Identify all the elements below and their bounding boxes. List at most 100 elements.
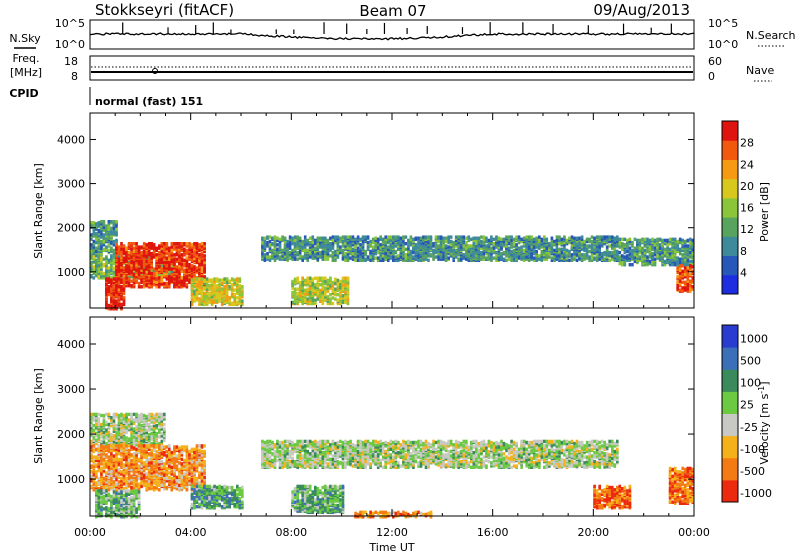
data-cell xyxy=(92,269,96,273)
data-cell xyxy=(631,244,634,248)
data-cell xyxy=(515,235,518,239)
data-cell xyxy=(520,237,523,241)
data-cell xyxy=(142,258,146,262)
data-cell xyxy=(168,277,171,281)
data-cell xyxy=(676,249,679,254)
data-cell xyxy=(319,283,322,287)
data-cell xyxy=(102,271,106,276)
data-cell xyxy=(621,242,624,246)
data-cell xyxy=(195,293,199,298)
data-cell xyxy=(399,240,403,245)
data-cell xyxy=(228,296,231,300)
data-cell xyxy=(475,247,478,251)
data-cell xyxy=(575,240,579,245)
data-cell xyxy=(361,247,365,251)
data-cell xyxy=(110,304,113,309)
data-cell xyxy=(666,253,669,257)
data-cell xyxy=(110,418,113,422)
data-cell xyxy=(432,248,435,253)
data-cell xyxy=(560,247,564,251)
colorbar-segment xyxy=(722,217,738,237)
data-cell xyxy=(238,284,242,288)
data-cell xyxy=(273,239,277,244)
data-cell xyxy=(293,287,297,291)
data-cell xyxy=(678,237,682,241)
data-cell xyxy=(230,301,234,305)
data-cell xyxy=(122,431,126,436)
data-cell xyxy=(570,237,574,241)
data-cell xyxy=(105,422,108,427)
data-cell xyxy=(160,441,164,446)
data-cell xyxy=(140,417,143,421)
data-cell xyxy=(686,246,690,250)
data-cell xyxy=(293,244,297,248)
data-cell xyxy=(585,253,589,257)
data-cell xyxy=(384,248,387,253)
data-cell xyxy=(173,285,176,289)
data-cell xyxy=(676,256,679,260)
data-cell xyxy=(326,257,330,261)
data-cell xyxy=(686,252,690,256)
data-cell xyxy=(371,258,375,262)
data-cell xyxy=(223,279,226,283)
data-cell xyxy=(641,261,644,266)
power-data xyxy=(90,220,695,311)
data-cell xyxy=(163,256,166,260)
data-cell xyxy=(595,242,599,246)
data-cell xyxy=(195,268,199,272)
data-cell xyxy=(671,253,674,257)
data-cell xyxy=(324,236,327,240)
data-cell xyxy=(616,252,619,256)
data-cell xyxy=(117,287,121,291)
data-cell xyxy=(150,441,153,446)
data-cell xyxy=(97,234,101,238)
beam-label: Beam 07 xyxy=(359,2,426,20)
data-cell xyxy=(137,249,141,254)
data-cell xyxy=(303,238,307,243)
data-cell xyxy=(668,259,672,264)
data-cell xyxy=(145,254,148,258)
data-cell xyxy=(135,412,138,417)
data-cell xyxy=(135,260,138,265)
data-cell xyxy=(671,237,674,241)
data-cell xyxy=(145,259,148,264)
data-cell xyxy=(188,263,191,267)
data-cell xyxy=(651,245,654,249)
data-cell xyxy=(193,277,196,281)
data-cell xyxy=(152,243,156,247)
data-cell xyxy=(379,235,382,239)
data-cell xyxy=(132,435,136,439)
noise-sky-series xyxy=(89,32,695,41)
data-cell xyxy=(142,253,146,257)
data-cell xyxy=(115,412,118,417)
data-cell xyxy=(618,244,622,248)
data-cell xyxy=(402,254,405,258)
data-cell xyxy=(210,299,214,303)
data-cell xyxy=(359,257,362,261)
data-cell xyxy=(686,244,690,248)
data-cell xyxy=(638,258,642,262)
data-cell xyxy=(102,222,106,226)
data-cell xyxy=(105,441,108,446)
data-cell xyxy=(127,250,131,255)
data-cell xyxy=(150,416,153,420)
data-cell xyxy=(341,300,345,305)
data-cell xyxy=(583,244,586,248)
data-cell xyxy=(208,278,211,282)
data-cell xyxy=(329,254,332,258)
data-cell xyxy=(681,289,684,293)
data-cell xyxy=(190,243,194,247)
data-cell xyxy=(465,243,468,247)
data-cell xyxy=(666,238,669,243)
data-cell xyxy=(263,236,267,240)
data-cell xyxy=(132,249,136,254)
data-cell xyxy=(100,222,103,226)
data-cell xyxy=(495,240,498,245)
data-cell xyxy=(180,244,184,248)
data-cell xyxy=(296,237,299,241)
data-cell xyxy=(110,226,113,230)
data-cell xyxy=(661,263,664,267)
data-cell xyxy=(180,242,184,246)
data-cell xyxy=(130,417,133,421)
